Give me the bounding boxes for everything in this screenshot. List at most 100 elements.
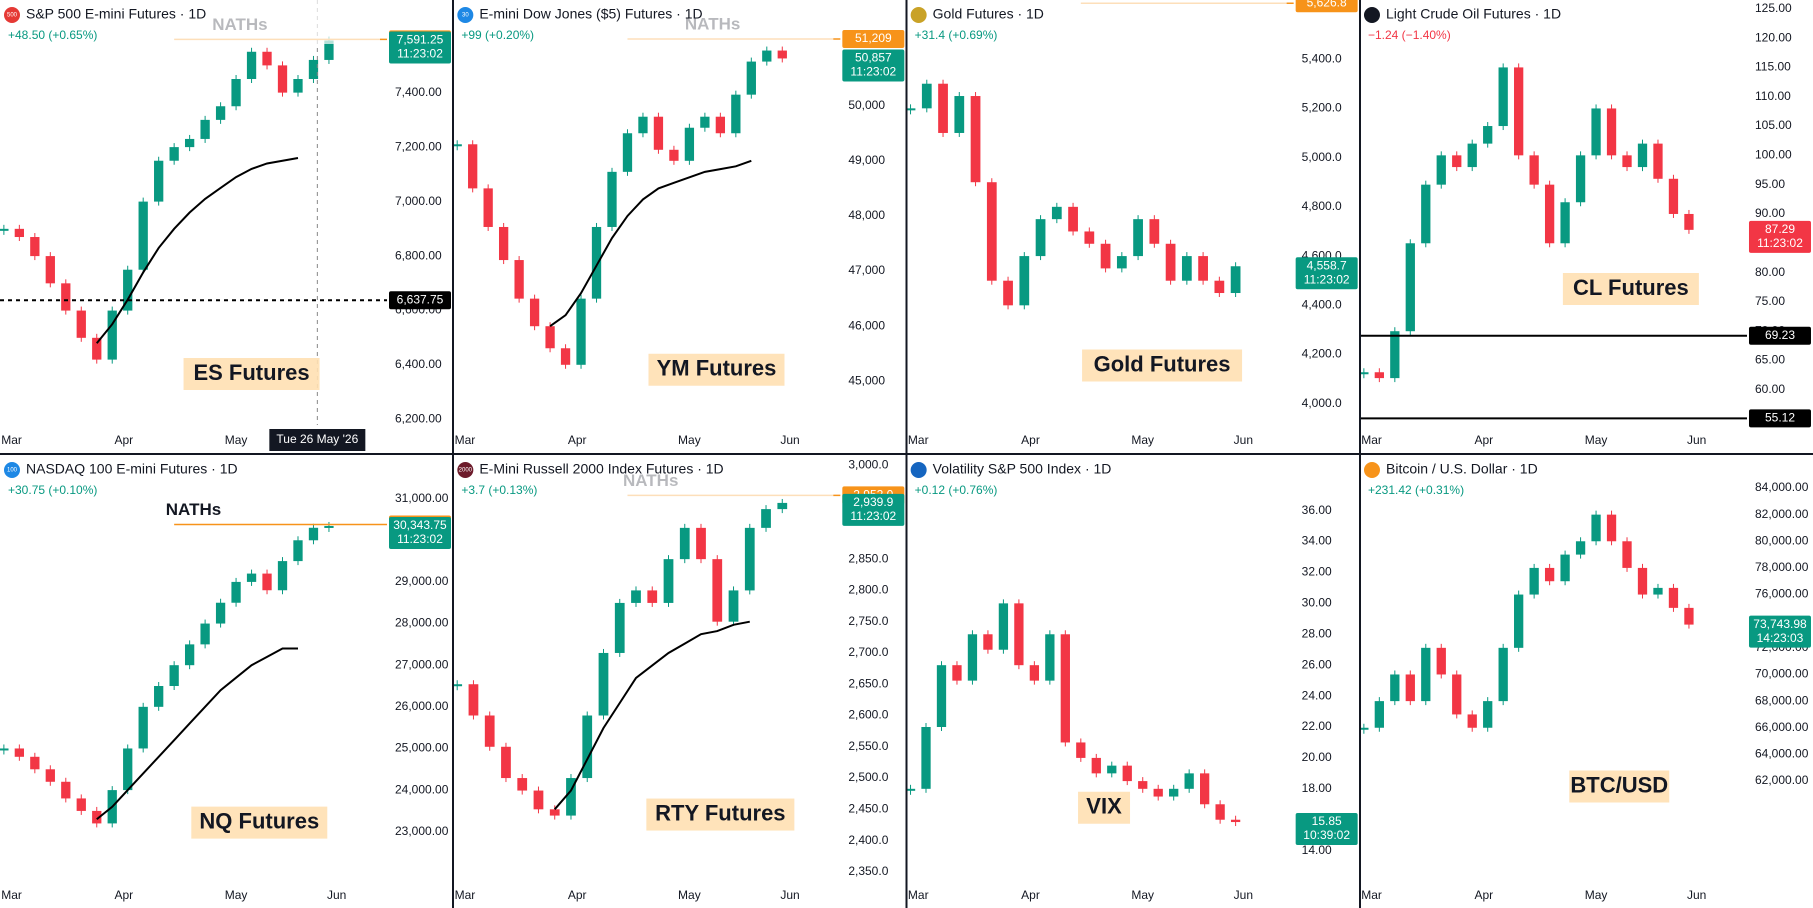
y-tick-label: 65.00 [1755,353,1785,367]
price-label-time: 11:23:02 [397,47,443,61]
candle [1637,143,1648,168]
y-tick-label: 4,200.0 [1302,347,1342,361]
candle [92,337,102,360]
symbol-icon-text: 100 [7,468,18,474]
y-tick-label: 27,000.00 [395,657,449,671]
candle [1107,765,1117,774]
y-tick-label: 84,000.00 [1755,480,1809,494]
candle [986,182,997,281]
candle [324,525,334,528]
candle [1529,155,1539,185]
candle [1165,243,1176,281]
candle [591,226,602,299]
candle [998,603,1009,650]
candle [1359,372,1369,375]
candle [1498,647,1508,702]
candle [1374,701,1384,728]
panel-background [1359,0,1813,453]
price-label-box [389,31,451,64]
x-tick-label: Jun [327,888,346,902]
candle [679,527,690,560]
y-tick-label: 2,850.0 [848,551,888,565]
y-tick-label: 80.00 [1755,265,1785,279]
y-tick-label: 64,000.00 [1755,747,1809,761]
price-change: +99 (+0.20%) [461,28,534,42]
candle [905,788,916,791]
y-tick-label: 23,000.00 [395,824,449,838]
x-tick-label: Jun [780,433,799,447]
candle [123,748,133,791]
candle [970,96,981,183]
candle [1374,372,1384,379]
candle [14,228,24,238]
candle [1116,256,1127,269]
price-label: 7,591.25 [397,33,444,47]
x-tick-label: May [678,888,701,902]
price-label: 4,558.7 [1307,258,1347,272]
candle [715,116,726,134]
candle [200,623,210,645]
y-tick-label: 46,000 [848,318,885,332]
price-label: 73,743.98 [1753,617,1807,631]
x-tick-label: Jun [1234,888,1253,902]
candle [905,108,916,111]
y-tick-label: 24,000.00 [395,782,449,796]
candle [1359,727,1369,730]
y-tick-label: 78,000.00 [1755,560,1809,574]
price-change: +231.42 (+0.31%) [1368,483,1464,497]
chart-title: NASDAQ 100 E-mini Futures · 1D [26,461,238,477]
candle [1622,155,1632,168]
candle [731,94,741,134]
candle [324,40,334,60]
x-tick-label: Apr [114,433,133,447]
price-label-box [389,516,451,549]
price-label: 5,626.8 [1307,0,1347,9]
y-tick-label: 7,400.00 [395,85,442,99]
candle [1436,647,1446,675]
candle [138,706,148,749]
candle [1149,219,1160,244]
candle [1514,67,1524,156]
header-background [453,455,834,499]
y-tick-label: 28,000.00 [395,616,449,630]
y-tick-label: 7,000.00 [395,194,442,208]
candle [468,684,479,716]
y-tick-label: 95.00 [1755,177,1785,191]
y-tick-label: 6,800.00 [395,248,442,262]
candle [484,715,495,747]
chart-panel: 45,000 46,000 47,000 48,000 49,000 50,000 Mar A… [452,0,907,453]
candle [293,79,303,93]
candle [746,61,756,95]
candle [1035,219,1046,257]
candle [1138,781,1148,789]
x-tick-label: Apr [114,888,133,902]
symbol-icon [4,462,20,478]
candle [30,237,40,257]
y-tick-label: 22.00 [1302,719,1332,733]
y-tick-label: 60.00 [1755,382,1785,396]
candle [184,138,195,148]
candle [1122,765,1132,782]
candle [1436,155,1446,185]
chart-panel: 14.00 18.00 20.00 22.00 24.00 26.00 28.00 30.00… [905,455,1360,908]
candle [92,810,102,824]
y-tick-label: 30.00 [1302,596,1332,610]
candle [647,590,658,603]
price-label-box [842,493,905,526]
x-tick-label: Apr [1474,433,1493,447]
price-change: +48.50 (+0.65%) [8,28,97,42]
candle [76,310,86,338]
price-label-box [1748,220,1811,253]
x-tick-label: Mar [1361,433,1382,447]
header-background [0,0,380,44]
candle [468,144,478,189]
candle [107,310,117,360]
candle [1668,178,1679,214]
candle [560,348,571,365]
candle [308,527,319,541]
candle [1560,554,1570,582]
candle [184,644,195,666]
candle [533,790,544,810]
y-tick-label: 26.00 [1302,657,1332,671]
